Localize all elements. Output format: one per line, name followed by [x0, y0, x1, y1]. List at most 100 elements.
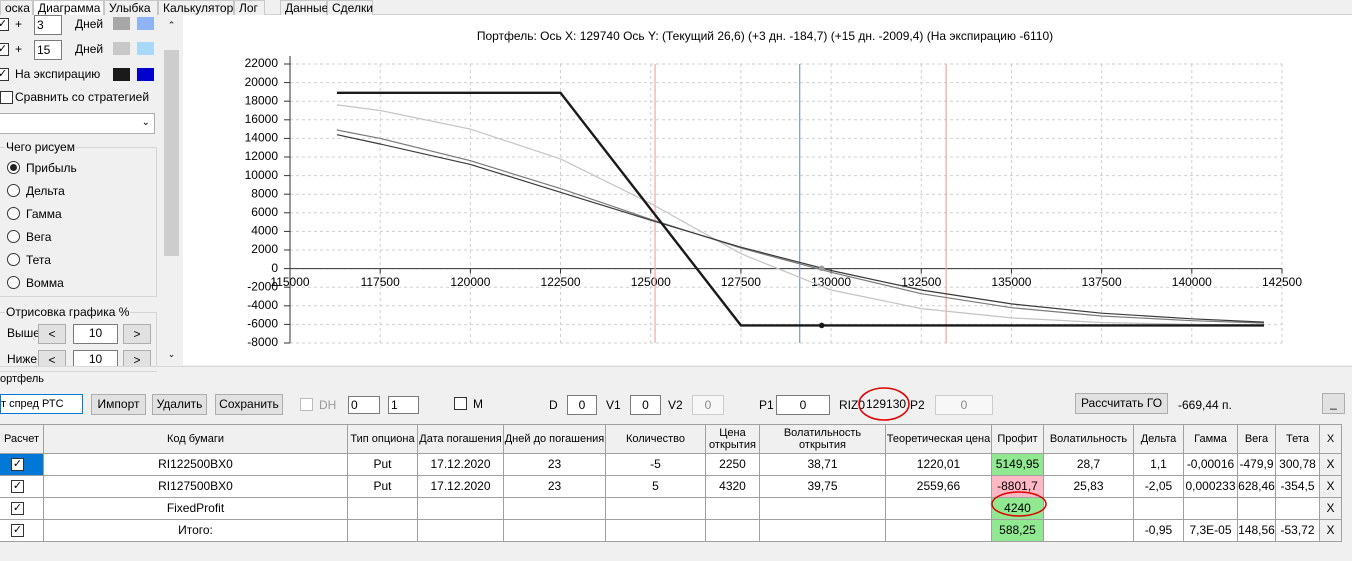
radio-label[interactable]: Гамма — [26, 207, 62, 221]
field-label: V2 — [668, 398, 683, 412]
series-line — [336, 91, 1264, 327]
table-cell: RI122500BX0 — [44, 454, 348, 476]
table-cell: 2559,66 — [886, 476, 992, 498]
radio-label[interactable]: Прибыль — [26, 161, 77, 175]
unit-label: Дней — [75, 17, 104, 31]
spinner[interactable]: 1 — [388, 396, 419, 414]
table-header: Профит — [992, 425, 1044, 454]
radio[interactable] — [7, 230, 20, 243]
cursor-marker — [818, 322, 825, 329]
prev-button[interactable]: < — [38, 324, 66, 344]
days-input[interactable]: 3 — [34, 15, 62, 35]
tab[interactable]: Сделки — [327, 0, 373, 15]
table-cell — [1276, 498, 1320, 520]
table-cell: 23 — [504, 476, 606, 498]
table-cell: -2,05 — [1134, 476, 1184, 498]
next-button[interactable]: > — [123, 324, 151, 344]
color-swatch — [137, 68, 154, 81]
color-swatch — [113, 68, 130, 81]
table-cell: 4240 — [992, 498, 1044, 520]
button[interactable]: Сохранить — [215, 394, 283, 415]
table-cell: -0,00016 — [1184, 454, 1238, 476]
field-input[interactable]: 0 — [630, 395, 661, 415]
x-tick-label: 135000 — [991, 275, 1031, 289]
delete-button[interactable]: X — [1320, 520, 1342, 542]
table-cell: 17.12.2020 — [418, 476, 504, 498]
button[interactable]: Удалить — [152, 394, 207, 415]
minimize-button[interactable]: _ — [1322, 393, 1345, 414]
table-cell — [1044, 520, 1134, 542]
tab[interactable]: оска — [0, 0, 33, 15]
days-input[interactable]: 15 — [34, 40, 62, 60]
table-cell — [1134, 498, 1184, 520]
radio[interactable] — [7, 207, 20, 220]
field-input[interactable]: 0 — [692, 395, 724, 415]
table-cell — [1044, 498, 1134, 520]
table-cell: 4320 — [706, 476, 760, 498]
tab[interactable]: Лог — [234, 0, 265, 15]
tab[interactable]: Калькулятор — [158, 0, 234, 15]
table-cell: 7,3E-05 — [1184, 520, 1238, 542]
table-cell: 23 — [504, 454, 606, 476]
scroll-up[interactable]: ⌃ — [167, 20, 176, 30]
radio-label[interactable]: Дельта — [26, 184, 65, 198]
table-cell: 2250 — [706, 454, 760, 476]
table-header: Гамма — [1184, 425, 1238, 454]
table-header: Теоретическая цена — [886, 425, 992, 454]
checkbox[interactable]: ✓ — [11, 502, 24, 515]
table-cell: 1220,01 — [886, 454, 992, 476]
y-tick-label: 10000 — [245, 168, 279, 182]
field-input[interactable]: 0 — [935, 395, 993, 415]
checkbox[interactable]: ✓ — [11, 480, 24, 493]
compare-label: Сравнить со стратегией — [15, 90, 150, 104]
checkbox[interactable]: ✓ — [0, 43, 9, 56]
calc-button[interactable]: Рассчитать ГО — [1075, 393, 1168, 414]
radio[interactable] — [7, 184, 20, 197]
button[interactable]: Импорт — [91, 394, 146, 415]
checkbox[interactable]: ✓ — [0, 68, 9, 81]
table-cell: -354,5 — [1276, 476, 1320, 498]
margin-value: -669,44 п. — [1178, 398, 1232, 412]
checkbox[interactable]: ✓ — [11, 458, 24, 471]
radio-label[interactable]: Вега — [26, 230, 52, 244]
strategy-select[interactable]: ⌄ — [0, 113, 155, 134]
color-swatch — [137, 17, 154, 30]
spinner[interactable]: 0 — [348, 396, 380, 414]
x-tick-label: 122500 — [541, 275, 581, 289]
sign: + — [15, 17, 23, 31]
table-cell — [706, 520, 760, 542]
field-label: D — [549, 398, 558, 412]
tab[interactable]: Данные — [280, 0, 328, 15]
tab[interactable]: Диаграмма — [33, 0, 104, 16]
radio[interactable] — [7, 276, 20, 289]
range-input[interactable]: 10 — [73, 324, 118, 344]
y-tick-label: 2000 — [251, 242, 278, 256]
strategy-select[interactable]: т спред РТС — [0, 394, 83, 414]
table-cell: 1,1 — [1134, 454, 1184, 476]
m-label: M — [473, 397, 483, 411]
delete-button[interactable]: X — [1320, 454, 1342, 476]
table-cell: 5 — [606, 476, 706, 498]
group-box — [0, 147, 157, 297]
field-input[interactable]: 0 — [776, 395, 830, 415]
radio[interactable] — [7, 253, 20, 266]
range-input[interactable]: 10 — [73, 350, 118, 370]
table-header: Тета — [1276, 425, 1320, 454]
x-tick-label: 142500 — [1262, 275, 1302, 289]
checkbox[interactable]: ✓ — [11, 524, 24, 537]
radio-label[interactable]: Тета — [26, 253, 51, 267]
table-cell: 5149,95 — [992, 454, 1044, 476]
checkbox[interactable] — [454, 397, 467, 410]
table-cell: Put — [348, 454, 418, 476]
checkbox[interactable]: ✓ — [0, 18, 9, 31]
radio-label[interactable]: Вомма — [26, 276, 64, 290]
x-tick-label: 130000 — [811, 275, 851, 289]
scroll-down[interactable]: ⌄ — [167, 349, 176, 359]
checkbox[interactable] — [0, 91, 13, 104]
table-cell: Итого: — [44, 520, 348, 542]
delete-button[interactable]: X — [1320, 498, 1342, 520]
field-input[interactable]: 0 — [567, 395, 597, 415]
tab[interactable]: Улыбка — [104, 0, 158, 15]
delete-button[interactable]: X — [1320, 476, 1342, 498]
checkbox[interactable] — [300, 398, 313, 411]
